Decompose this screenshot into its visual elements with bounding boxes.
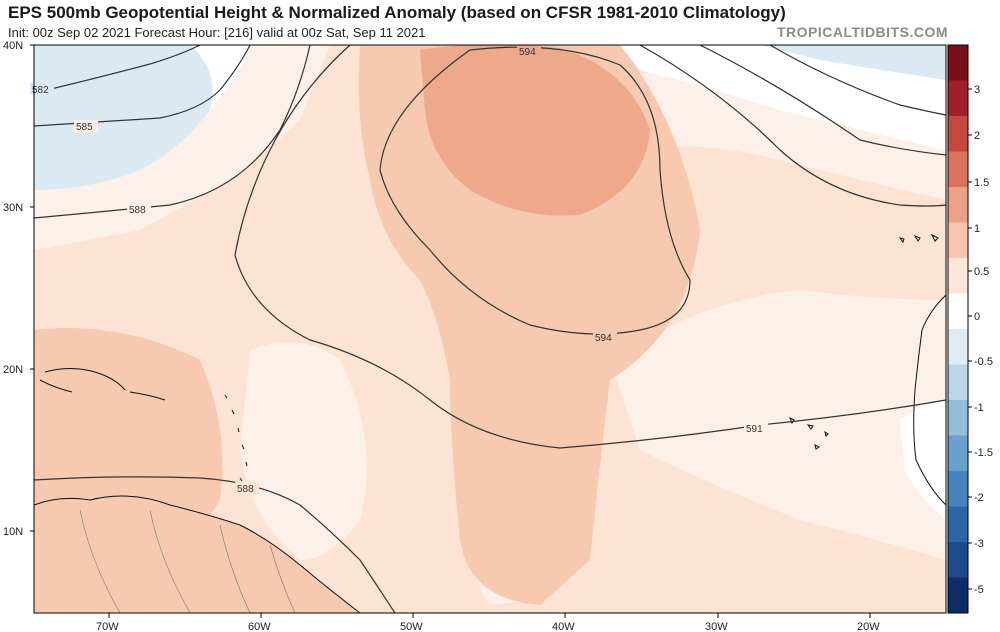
contour-591-ne — [639, 44, 947, 207]
south-america-borders — [79, 509, 296, 614]
colorbar-label: 3 — [974, 84, 980, 96]
anomaly-neutral-region — [900, 400, 946, 520]
contour-label: 594 — [519, 47, 536, 58]
lat-label: 20N — [3, 364, 23, 376]
colorbar-segment — [948, 45, 968, 81]
lat-label: 10N — [3, 526, 23, 538]
brand-watermark: TROPICALTIDBITS.COM — [776, 24, 948, 40]
contour-588-ne — [769, 44, 947, 116]
colorbar-segment — [948, 329, 968, 365]
contour-label: 582 — [32, 85, 49, 96]
colorbar-label: -2 — [974, 492, 984, 504]
lon-label: 40W — [552, 621, 575, 632]
lon-label: 50W — [400, 621, 423, 632]
south-america-coast — [33, 495, 362, 614]
caribbean-islands — [39, 368, 166, 401]
contour-label: 591 — [746, 424, 763, 435]
contour-588-north — [33, 44, 311, 219]
colorbar-segment — [948, 293, 968, 330]
contour-label: 588 — [129, 205, 146, 216]
colorbar-segment — [948, 542, 968, 578]
colorbar-segment — [948, 435, 968, 472]
colorbar-segment — [948, 222, 968, 259]
contour-594 — [379, 46, 691, 335]
lat-label: 40N — [3, 40, 23, 52]
lat-label: 30N — [3, 202, 23, 214]
colorbar-label: 1.5 — [974, 177, 989, 189]
colorbar-segment — [948, 151, 968, 188]
lon-label: 60W — [248, 621, 271, 632]
anomaly-strong-region — [420, 44, 650, 216]
colorbar-frame — [947, 44, 969, 614]
canary-islands — [898, 233, 939, 244]
contour-591-north — [699, 44, 947, 156]
colorbar-label: 0 — [974, 311, 980, 323]
anomaly-negative-region — [760, 45, 946, 80]
contour-label: 594 — [595, 333, 612, 344]
colorbar-segment — [948, 471, 968, 507]
map-subtitle: Init: 00z Sep 02 2021 Forecast Hour: [21… — [8, 25, 426, 40]
colorbar-segment — [948, 80, 968, 117]
lon-label: 70W — [96, 621, 119, 632]
map-frame — [33, 44, 947, 614]
colorbar-label: 0.5 — [974, 266, 989, 278]
colorbar-label: -1.5 — [974, 447, 993, 459]
lon-label: 20W — [857, 621, 880, 632]
lon-label: 30W — [705, 621, 728, 632]
anomaly-positive-region — [34, 328, 223, 545]
contour-label: 585 — [76, 122, 93, 133]
africa-coast — [913, 294, 947, 506]
anomaly-neutral-region — [620, 45, 946, 150]
colorbar-label: -5 — [974, 584, 984, 596]
colorbar-label: 2 — [974, 130, 980, 142]
map-title: EPS 500mb Geopotential Height & Normaliz… — [8, 3, 786, 22]
colorbar-segment — [948, 116, 968, 152]
anomaly-negative-region — [34, 45, 213, 190]
contour-588-south — [33, 476, 396, 614]
colorbar-label: -0.5 — [974, 356, 993, 368]
contour-582 — [33, 44, 201, 94]
anomaly-light-region — [610, 290, 946, 560]
colorbar-segment — [948, 506, 968, 543]
colorbar-segment — [948, 258, 968, 294]
colorbar-segment — [948, 577, 968, 614]
colorbar — [948, 45, 968, 614]
colorbar-label: 1 — [974, 223, 980, 235]
colorbar-segment — [948, 187, 968, 223]
colorbar-segment — [948, 364, 968, 401]
colorbar-label: -3 — [974, 538, 984, 550]
colorbar-label: -1 — [974, 402, 984, 414]
lesser-antilles — [224, 394, 248, 482]
anomaly-light-region — [240, 342, 367, 560]
colorbar-segment — [948, 400, 968, 436]
contour-label: 588 — [237, 484, 254, 495]
